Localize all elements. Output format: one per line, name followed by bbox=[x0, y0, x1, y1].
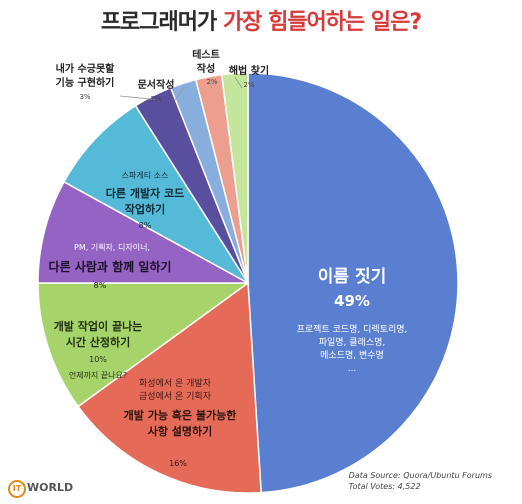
title-part2: 가장 힘들어하는 일은? bbox=[222, 10, 422, 35]
slice-pct-6: 2% bbox=[150, 95, 161, 103]
slice-label-2: 개발 작업이 끝나는 bbox=[54, 319, 143, 333]
slice-label-6: 문서작성 bbox=[138, 78, 175, 91]
slice-sub-1: 금성에서 온 기획자 bbox=[139, 390, 212, 402]
pie-slice-2 bbox=[37, 282, 251, 408]
source-line1: Data Source: Quora/Ubuntu Forums bbox=[348, 471, 492, 480]
slice-sub-3: PM, 기획자, 디자이너, bbox=[74, 242, 150, 252]
logo-mark: IT bbox=[8, 480, 26, 498]
slice-sub-0: ... bbox=[348, 364, 357, 374]
pie-slice-0 bbox=[247, 72, 459, 494]
slice-pct-8: 2% bbox=[243, 81, 254, 89]
slice-label-4: 다른 개발자 코드 bbox=[106, 186, 185, 200]
slice-label-1: 사항 설명하기 bbox=[148, 424, 213, 438]
pie-slice-3 bbox=[37, 180, 249, 284]
slice-label-7: 작성 bbox=[197, 62, 215, 75]
slice-pct-5: 3% bbox=[79, 93, 90, 101]
pie-slice-4 bbox=[62, 104, 249, 284]
slice-label-4: 작업하기 bbox=[125, 202, 165, 216]
slice-pct-7: 2% bbox=[206, 78, 217, 86]
slice-label-3: 다른 사람과 함께 일하기 bbox=[49, 259, 172, 274]
slice-label-8: 해법 찾기 bbox=[229, 64, 269, 77]
slice-label-2: 시간 산정하기 bbox=[66, 335, 131, 349]
slice-sub-1: 화성에서 온 개발자 bbox=[139, 378, 212, 389]
pie-slice-1 bbox=[77, 281, 262, 494]
slice-label-5: 내가 수긍못할 bbox=[56, 62, 115, 75]
leader-line-7 bbox=[209, 80, 213, 89]
leader-line-6 bbox=[174, 86, 185, 101]
slice-sub-0: 파일명, 클래스명, bbox=[319, 337, 386, 348]
slice-sub-0: 프로젝트 코드명, 디렉토리명, bbox=[297, 324, 408, 335]
slice-sub-4: 스파게티 소스 bbox=[122, 170, 169, 180]
itworld-logo: IT WORLD bbox=[8, 480, 73, 498]
slice-sub-0: 메소드명, 변수명 bbox=[320, 350, 384, 361]
slice-pct-0: 49% bbox=[334, 292, 370, 310]
source-line2: Total Votes: 4,522 bbox=[348, 482, 421, 491]
slice-pct-1: 16% bbox=[169, 459, 187, 468]
slice-pct-2: 10% bbox=[89, 355, 107, 364]
leader-line-5 bbox=[119, 95, 155, 100]
title-part1: 프로그래머가 bbox=[100, 10, 217, 35]
chart-title: 프로그래머가 가장 힘들어하는 일은? bbox=[0, 4, 522, 36]
slice-label-5: 기능 구현하기 bbox=[56, 76, 115, 89]
slice-label-7: 테스트 bbox=[192, 48, 220, 61]
slice-sub-2: 언제까지 끝나요? bbox=[69, 370, 127, 380]
slice-label-1: 개발 가능 혹은 불가능한 bbox=[124, 408, 237, 422]
data-source: Data Source: Quora/Ubuntu Forums Total V… bbox=[349, 470, 492, 492]
slice-pct-3: 8% bbox=[94, 281, 107, 290]
logo-text: WORLD bbox=[27, 481, 74, 494]
pie-slice-8 bbox=[220, 72, 249, 284]
slice-label-0: 이름 짓기 bbox=[318, 267, 386, 287]
leader-line-8 bbox=[234, 77, 243, 89]
slice-pct-4: 8% bbox=[139, 221, 152, 230]
